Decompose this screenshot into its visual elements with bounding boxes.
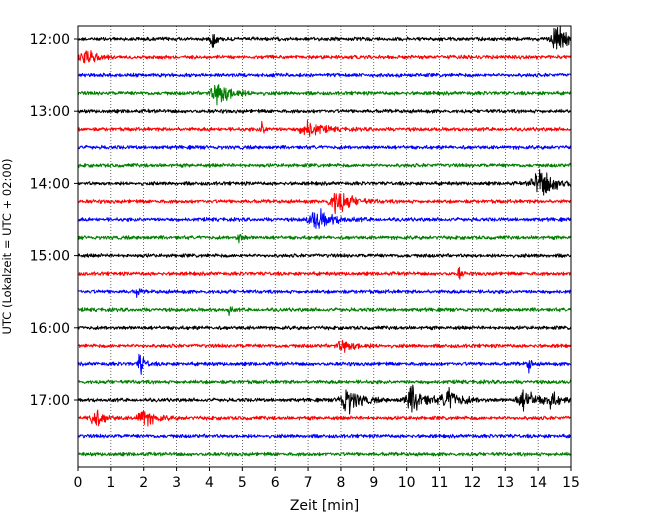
x-tick-label: 1 (106, 475, 115, 491)
y-tick-label: 16:00 (30, 321, 70, 337)
x-tick-label: 7 (304, 475, 313, 491)
trace-line (77, 144, 572, 150)
x-tick-label: 13 (496, 475, 514, 491)
plot-frame (77, 25, 572, 468)
trace-line (77, 379, 572, 385)
x-tick-label: 9 (369, 475, 378, 491)
y-tick-label: 13:00 (30, 104, 70, 120)
trace-line (77, 25, 572, 50)
trace-line (77, 266, 572, 280)
trace-line (77, 288, 572, 298)
x-tick-label: 15 (562, 475, 580, 491)
trace-line (77, 451, 572, 457)
seismic-traces (77, 25, 572, 457)
x-tick-label: 11 (431, 475, 449, 491)
y-axis-label: UTC (Lokalzeit = UTC + 02:00) (0, 158, 14, 334)
trace-line (77, 306, 572, 317)
trace-line (77, 433, 572, 439)
trace-line (77, 339, 572, 353)
trace-line (77, 208, 572, 229)
y-axis-ticks: 12:00 13:00 14:00 15:00 16:00 17:00 (30, 32, 78, 409)
x-tick-label: 12 (463, 475, 481, 491)
trace-line (77, 192, 572, 215)
trace-line (77, 409, 572, 427)
trace-line (77, 72, 572, 78)
trace-line (77, 108, 572, 114)
y-tick-label: 15:00 (30, 249, 70, 265)
y-tick-label: 14:00 (30, 176, 70, 192)
trace-line (77, 384, 572, 415)
x-tick-label: 0 (74, 475, 83, 491)
trace-line (77, 50, 572, 64)
x-tick-label: 2 (139, 475, 148, 491)
x-tick-label: 4 (205, 475, 214, 491)
y-tick-label: 12:00 (30, 32, 70, 48)
x-tick-label: 3 (172, 475, 181, 491)
x-tick-label: 6 (271, 475, 280, 491)
trace-line (77, 119, 572, 138)
trace-line (77, 84, 572, 106)
x-axis-label: Zeit [min] (290, 498, 359, 514)
trace-line (77, 325, 572, 331)
trace-line (77, 233, 572, 244)
x-tick-label: 8 (336, 475, 345, 491)
x-tick-label: 10 (398, 475, 416, 491)
x-axis-ticks: 0 1 2 3 4 5 6 7 8 9 10 11 12 13 14 15 (74, 467, 580, 491)
x-tick-label: 5 (238, 475, 247, 491)
trace-line (77, 162, 572, 168)
x-tick-label: 14 (529, 475, 547, 491)
y-tick-label: 17:00 (30, 393, 70, 409)
trace-line (77, 353, 572, 375)
trace-line (77, 168, 572, 196)
trace-line (77, 253, 572, 259)
